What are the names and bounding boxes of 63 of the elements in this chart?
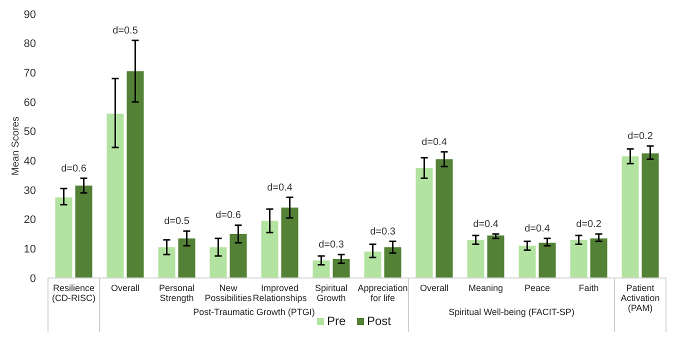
bar	[590, 238, 608, 278]
bar	[312, 260, 330, 278]
annotation: d=0.6	[61, 163, 87, 174]
bar	[518, 246, 536, 278]
bar	[538, 242, 556, 278]
bar	[622, 156, 639, 278]
bar	[55, 197, 72, 278]
bar	[230, 234, 247, 278]
text: Post-Traumatic Growth (PTGI)	[193, 307, 315, 317]
y-tick-label: 70	[24, 68, 36, 80]
x-tick-label: Faith	[578, 283, 599, 293]
y-tick-label: 60	[24, 96, 36, 109]
y-tick-label: 30	[24, 184, 36, 197]
bar	[158, 247, 176, 278]
bar	[436, 159, 453, 278]
x-tick-label: Peace	[524, 283, 550, 293]
y-tick-label: 40	[24, 156, 36, 168]
x-tick-label: Patient Activation (PAM)	[620, 283, 660, 313]
bar	[416, 168, 433, 278]
legend-label: Pre	[327, 314, 346, 328]
annotation: d=0.5	[164, 216, 190, 228]
x-tick-label: Meaning	[468, 283, 504, 293]
y-tick-label: 20	[24, 214, 36, 226]
x-tick-label: Personal Strength	[158, 283, 195, 303]
bar	[364, 252, 382, 278]
bar	[332, 258, 350, 278]
bar	[210, 247, 227, 278]
bar	[467, 240, 484, 278]
annotation: d=0.2	[576, 219, 602, 230]
bar	[487, 235, 504, 278]
bar	[261, 220, 278, 278]
annotation: d=0.4	[473, 219, 499, 230]
y-tick-label: 10	[24, 244, 36, 256]
x-tick-label: Improved Relationships	[252, 283, 308, 303]
annotation: d=0.3	[370, 226, 396, 238]
y-tick-label: 50	[24, 126, 36, 138]
x-tick-label: Appreciation for life	[358, 283, 408, 303]
annotation: d=0.4	[267, 182, 293, 194]
legend-label: Post	[367, 314, 392, 328]
annotation: d=0.5	[112, 25, 138, 36]
x-tick-label: Overall	[420, 283, 449, 293]
bar	[106, 114, 124, 278]
annotation: d=0.2	[628, 131, 654, 142]
x-tick-label: New Possibilities	[204, 283, 252, 303]
bar	[178, 238, 196, 278]
bar	[570, 240, 588, 278]
y-tick-label: 80	[24, 38, 36, 50]
annotation: d=0.4	[422, 136, 448, 148]
bar	[281, 208, 298, 278]
bar	[126, 71, 144, 278]
x-tick-label: Overall	[110, 283, 140, 293]
y-axis-title: Mean Scores	[10, 116, 22, 176]
bar	[75, 186, 92, 278]
bar	[384, 247, 402, 278]
y-tick-label: 90	[24, 8, 36, 21]
annotation: d=0.3	[318, 240, 344, 251]
x-tick-label: Resilience (CD-RISC)	[52, 283, 96, 303]
x-tick-label: Spiritual Growth	[314, 283, 348, 303]
annotation: d=0.4	[524, 223, 550, 234]
annotation: d=0.6	[216, 210, 242, 222]
text: Spiritual Well-being (FACIT-SP)	[448, 307, 574, 317]
bar	[642, 153, 659, 278]
y-tick-label: 0	[30, 272, 36, 285]
